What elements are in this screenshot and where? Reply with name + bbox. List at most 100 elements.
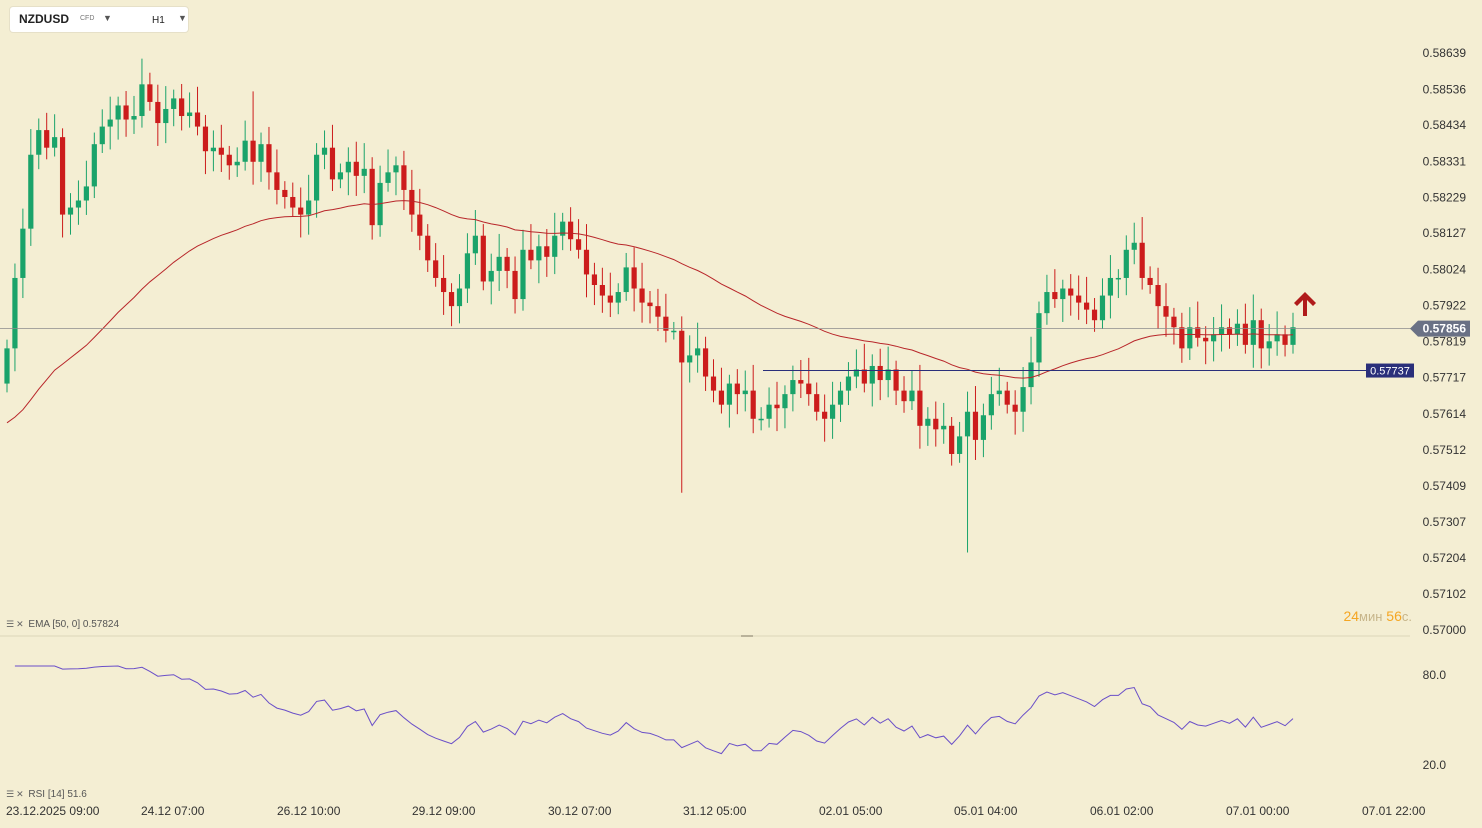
- candle: [417, 188, 423, 251]
- support-level-tag[interactable]: 0.57737: [1366, 363, 1414, 378]
- chevron-down-icon[interactable]: ▼: [178, 13, 187, 23]
- candle: [774, 381, 780, 432]
- close-icon[interactable]: ✕: [16, 789, 24, 799]
- candle: [1282, 325, 1288, 357]
- candle: [1107, 255, 1114, 319]
- x-tick-label: 07.01 22:00: [1362, 804, 1426, 818]
- candle: [1068, 274, 1074, 316]
- x-tick-label: 24.12 07:00: [141, 804, 205, 818]
- countdown-minutes-unit: мин: [1359, 609, 1383, 624]
- pane-resize-handle[interactable]: [741, 635, 753, 637]
- candle: [679, 316, 685, 493]
- candle: [1211, 317, 1217, 362]
- close-icon[interactable]: ✕: [16, 619, 24, 629]
- y-tick-label: 0.57307: [1423, 515, 1467, 529]
- candle: [1060, 279, 1066, 322]
- symbol-tag: CFD: [80, 15, 95, 22]
- candle: [91, 132, 97, 199]
- candle: [837, 381, 844, 422]
- ema-value: 0.57824: [82, 619, 120, 630]
- candle: [274, 149, 280, 205]
- candle: [829, 381, 836, 439]
- svg-text:0.57856: 0.57856: [1423, 322, 1467, 336]
- candle: [1084, 276, 1090, 325]
- candle: [734, 369, 740, 415]
- candle: [980, 403, 987, 458]
- candle: [282, 181, 288, 209]
- candle: [1036, 301, 1042, 377]
- candle: [941, 402, 947, 444]
- candle: [1091, 298, 1098, 332]
- timeframe-selector[interactable]: H1: [152, 15, 165, 26]
- candle: [750, 364, 756, 434]
- candle: [266, 126, 272, 190]
- candle: [393, 156, 399, 196]
- candle: [194, 86, 201, 136]
- candle: [464, 233, 471, 303]
- candle: [1012, 390, 1018, 435]
- candle: [186, 92, 193, 128]
- y-tick-label: 0.58434: [1423, 118, 1467, 132]
- rsi-indicator-label: ☰ ✕ RSI [14] 51.6: [6, 789, 87, 800]
- menu-icon[interactable]: ☰: [6, 789, 15, 799]
- candle: [909, 370, 915, 410]
- y-tick-label: 0.57000: [1423, 623, 1467, 637]
- candle: [1234, 309, 1241, 346]
- time-axis: 23.12.2025 09:00 24.12 07:00 26.12 10:00 29…: [6, 804, 1426, 818]
- candle: [1131, 222, 1137, 265]
- candle: [353, 141, 359, 196]
- candle: [790, 365, 796, 412]
- candle: [131, 95, 137, 134]
- candle: [75, 180, 82, 225]
- candle: [4, 339, 10, 393]
- candle: [631, 247, 637, 312]
- candle: [599, 267, 605, 313]
- candle: [647, 290, 653, 324]
- candle: [218, 124, 224, 172]
- y-tick-label: 0.58536: [1423, 82, 1467, 96]
- candle: [1290, 312, 1296, 354]
- symbol-selector[interactable]: NZDUSD CFD ▼ H1 ▼: [10, 7, 188, 32]
- candle: [726, 374, 732, 428]
- candle: [814, 382, 820, 421]
- candle: [1226, 318, 1233, 349]
- candle: [250, 91, 256, 185]
- y-tick-label: 0.58639: [1423, 46, 1467, 60]
- candle: [1099, 278, 1106, 330]
- candle: [171, 89, 177, 127]
- candle: [552, 212, 558, 275]
- candle: [1020, 367, 1026, 432]
- candle: [536, 234, 542, 284]
- candle: [52, 114, 58, 157]
- x-tick-label: 05.01 04:00: [954, 804, 1018, 818]
- candle: [544, 229, 550, 277]
- chevron-down-icon[interactable]: ▼: [103, 13, 112, 23]
- candle: [758, 407, 764, 431]
- x-tick-label: 06.01 02:00: [1090, 804, 1154, 818]
- candle: [806, 357, 812, 406]
- x-tick-label: 02.01 05:00: [819, 804, 883, 818]
- menu-icon[interactable]: ☰: [6, 619, 15, 629]
- y-tick-label: 0.57204: [1423, 551, 1467, 565]
- candle: [163, 86, 169, 144]
- candle: [766, 387, 772, 428]
- candle: [504, 248, 510, 289]
- candle: [480, 224, 486, 291]
- y-tick-label: 0.58331: [1423, 154, 1467, 168]
- candle: [520, 229, 526, 311]
- candle: [1115, 269, 1121, 299]
- candle: [512, 256, 518, 314]
- candle: [1179, 312, 1185, 363]
- candle: [710, 359, 717, 403]
- candle: [345, 147, 351, 196]
- rsi-tick-label: 80.0: [1423, 668, 1447, 682]
- symbol-name: NZDUSD: [19, 12, 69, 26]
- candle: [488, 253, 494, 305]
- candle: [226, 145, 232, 180]
- candle: [321, 130, 328, 170]
- candle: [298, 187, 304, 238]
- price-axis: 0.58639 0.58536 0.58434 0.58331 0.58229 0.581…: [1423, 46, 1467, 637]
- candle: [456, 274, 463, 324]
- candle: [956, 421, 963, 463]
